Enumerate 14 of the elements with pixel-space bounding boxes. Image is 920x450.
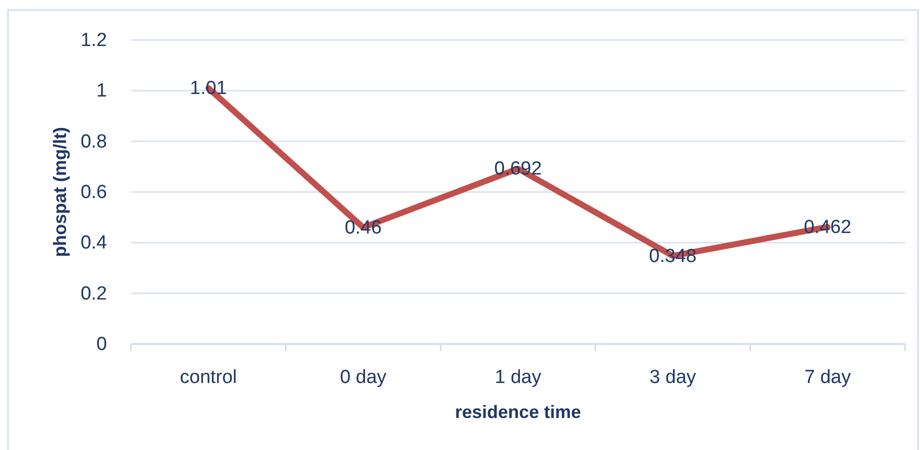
y-axis-title: phospat (mg/lt) [50,127,70,257]
x-tick-label: 7 day [804,367,852,388]
x-tick-label: 0 day [340,367,387,388]
x-axis-title: residence time [454,402,582,422]
y-tick-label: 0.2 [80,283,107,304]
y-tick-label: 0.6 [80,182,107,203]
x-tick-label: 3 day [650,367,697,388]
y-tick-label: 0 [96,334,107,355]
y-tick-label: 1.2 [80,30,107,51]
y-tick-label: 0.4 [80,232,108,254]
x-tick-label: 1 day [494,367,542,388]
y-tick-label: 0.8 [80,131,107,152]
y-tick-label: 1 [96,80,107,102]
x-tick-label: control [180,367,237,388]
